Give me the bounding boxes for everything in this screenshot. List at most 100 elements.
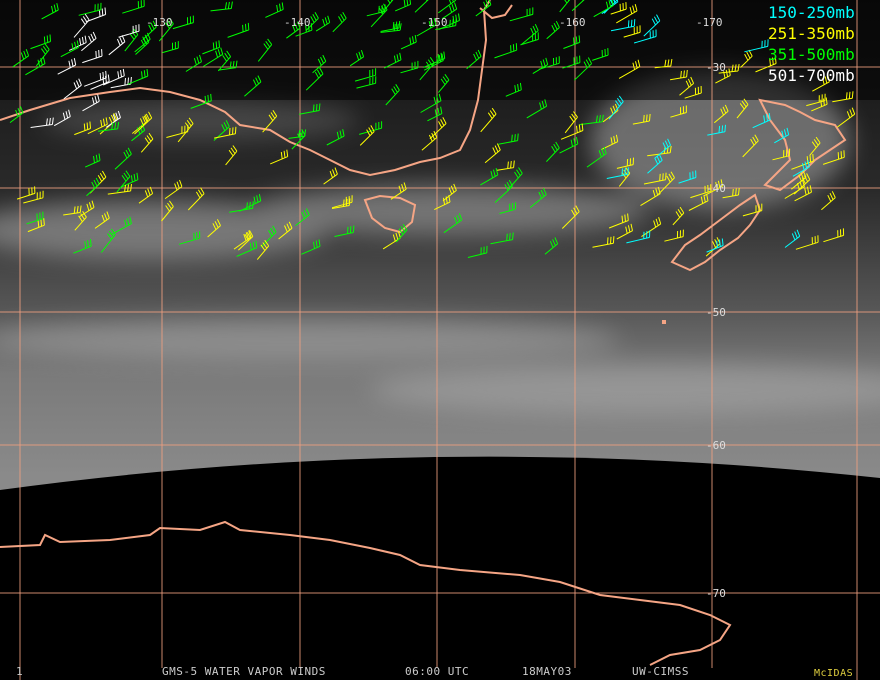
wind-barb xyxy=(172,15,194,30)
source: UW-CIMSS xyxy=(632,665,689,678)
wind-barb xyxy=(400,60,419,74)
wind-barb xyxy=(623,25,641,38)
wind-barb xyxy=(832,91,854,103)
wind-barb xyxy=(593,0,614,18)
wind-barb xyxy=(202,47,224,67)
wind-barb xyxy=(784,229,801,248)
wind-barb xyxy=(384,52,402,69)
wind-barb xyxy=(53,109,71,127)
wind-barb xyxy=(654,59,673,69)
wind-barb xyxy=(100,228,116,253)
legend: 150-250mb 251-350mb 351-500mb 501-700mb xyxy=(768,3,855,85)
wind-barb xyxy=(632,113,651,125)
wind-barb xyxy=(356,76,377,89)
wind-barb xyxy=(579,114,604,126)
wind-barb xyxy=(600,134,619,151)
wind-barb xyxy=(480,107,497,133)
wind-barb xyxy=(78,2,102,16)
wind-barb xyxy=(98,121,120,132)
coast xyxy=(670,193,762,272)
wind-barb xyxy=(291,129,306,150)
coast xyxy=(0,0,491,177)
wind-barb xyxy=(257,38,273,62)
wind-barb xyxy=(25,56,46,76)
wind-barb xyxy=(90,74,110,90)
wind-barb xyxy=(610,19,636,32)
wind-barb xyxy=(684,85,702,99)
longitude-label: -160 xyxy=(559,16,586,29)
product-title: GMS-5 WATER VAPOR WINDS xyxy=(162,665,326,678)
wind-barb xyxy=(438,13,460,31)
wind-barb xyxy=(494,43,518,59)
wind-barb xyxy=(608,213,629,229)
wind-barb xyxy=(670,105,687,118)
wind-barb xyxy=(670,69,688,81)
wind-barb xyxy=(202,40,220,55)
wind-barb xyxy=(640,186,661,207)
wind-barb xyxy=(438,74,450,93)
wind-barb xyxy=(270,149,289,165)
wind-barb xyxy=(499,202,517,214)
wind-barb xyxy=(158,17,174,42)
wind-barbs xyxy=(9,0,856,260)
wind-barb xyxy=(742,134,759,158)
wind-barb xyxy=(142,20,157,40)
wind-barb xyxy=(166,124,189,138)
wind-barb xyxy=(99,112,118,135)
wind-barb xyxy=(74,211,87,231)
wind-barb xyxy=(138,186,154,204)
wind-barb xyxy=(238,230,254,251)
wind-barb xyxy=(107,184,132,195)
wind-barb xyxy=(295,23,313,37)
wind-barb xyxy=(509,167,523,188)
wind-barb xyxy=(86,177,100,197)
wind-barb xyxy=(326,129,345,146)
wind-barb xyxy=(73,239,92,254)
frame-number: 1 xyxy=(16,665,23,678)
cloud-texture xyxy=(0,70,880,415)
longitude-label: -150 xyxy=(421,16,448,29)
wind-barb xyxy=(475,0,492,17)
wind-barb xyxy=(538,56,560,70)
wind-barb xyxy=(23,190,44,204)
wind-barb xyxy=(416,17,437,37)
wind-barb xyxy=(323,167,338,185)
wind-barb xyxy=(27,218,45,233)
wind-barb xyxy=(114,147,132,170)
wind-barb xyxy=(791,154,814,170)
wind-barb xyxy=(505,82,522,97)
wind-barb xyxy=(278,221,293,240)
wind-barb xyxy=(116,170,131,193)
wind-barb xyxy=(84,70,107,87)
wind-barb xyxy=(420,93,442,113)
longitude-label: -140 xyxy=(284,16,311,29)
wind-barb xyxy=(103,68,125,86)
wind-barb xyxy=(30,117,54,128)
wind-barb xyxy=(520,32,539,46)
wind-barb xyxy=(16,186,36,200)
wind-barb xyxy=(742,203,763,217)
wind-barb xyxy=(643,172,667,185)
wind-barb xyxy=(36,43,50,67)
wind-barb xyxy=(390,182,407,200)
wind-barb xyxy=(823,228,845,243)
wind-barb xyxy=(606,167,629,179)
wind-barb xyxy=(110,216,132,236)
wind-barb xyxy=(106,110,121,128)
wind-barb xyxy=(480,167,499,186)
latitude-label: -30 xyxy=(706,61,726,74)
wind-barb xyxy=(140,132,154,153)
legend-entry: 251-350mb xyxy=(768,24,855,43)
wind-barb xyxy=(82,94,100,112)
wind-barb xyxy=(592,48,609,61)
wind-barb xyxy=(672,206,685,226)
wind-barb xyxy=(688,193,709,211)
legend-entry: 351-500mb xyxy=(768,45,855,64)
wind-barb xyxy=(442,183,457,202)
latitude-label: -60 xyxy=(706,439,726,452)
wind-barb xyxy=(438,0,457,14)
wind-barb xyxy=(811,97,828,112)
wind-barb xyxy=(592,236,615,248)
wind-barb xyxy=(185,54,202,72)
